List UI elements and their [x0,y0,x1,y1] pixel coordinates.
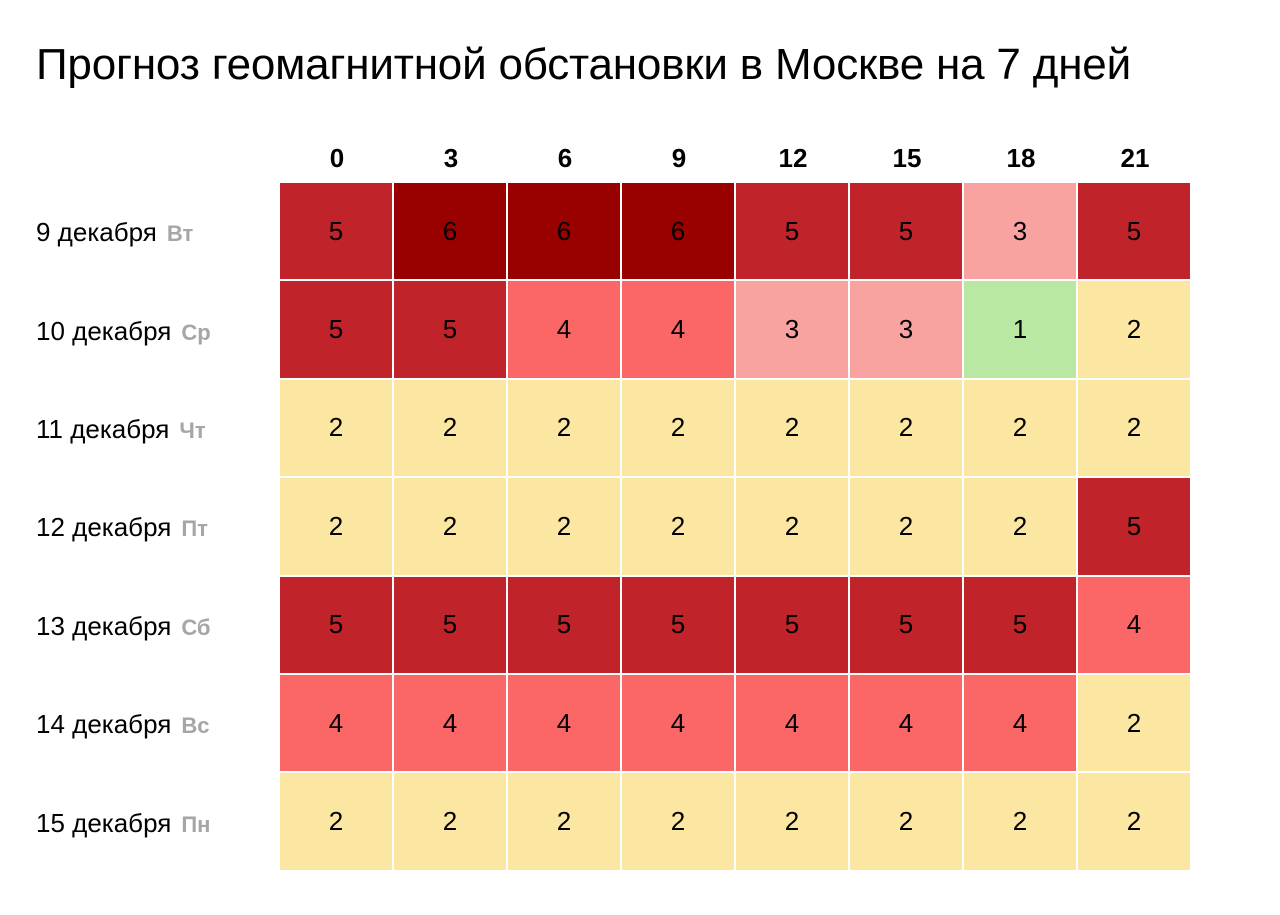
row-label: 11 декабря Чт [36,411,206,449]
heatmap-cell: 5 [736,183,850,282]
heatmap-cell: 5 [736,576,850,675]
heatmap-cell: 5 [394,576,508,675]
heatmap-cell: 2 [850,773,964,872]
heatmap-cell: 2 [850,379,964,479]
row-label: 10 декабря Ср [36,313,211,351]
heatmap-cell: 2 [394,379,508,479]
row-weekday: Чт [179,418,206,443]
heatmap-cell: 2 [280,478,394,577]
heatmap-cell: 5 [280,183,394,282]
heatmap-cell: 4 [508,281,622,380]
heatmap-cell: 2 [622,773,736,872]
heatmap-cell: 3 [964,183,1078,282]
heatmap-cell: 4 [964,675,1078,774]
column-header: 15 [892,143,922,173]
heatmap-cell: 2 [736,478,850,577]
column-header: 21 [1120,143,1150,173]
heatmap-cell: 4 [850,675,964,774]
heatmap-cell: 2 [394,773,508,872]
heatmap-cell: 5 [850,183,964,282]
row-label: 12 декабря Пт [36,509,208,547]
column-header: 12 [778,143,808,173]
row-label: 13 декабря Сб [36,608,211,646]
heatmap-cell: 5 [622,576,736,675]
heatmap-cell: 2 [508,773,622,872]
column-header: 6 [557,143,573,173]
heatmap-cell: 2 [508,379,622,479]
row-date: 12 декабря [36,512,172,543]
column-header: 3 [443,143,459,173]
row-weekday: Сб [181,614,211,640]
heatmap-cell: 2 [1078,379,1192,479]
heatmap-cell: 4 [622,281,736,380]
row-weekday: Вс [181,713,210,739]
heatmap-cell: 4 [508,675,622,774]
column-header: 0 [329,143,345,173]
heatmap-cell: 2 [964,773,1078,872]
heatmap-cell: 1 [964,281,1078,380]
chart-title: Прогноз геомагнитной обстановки в Москве… [36,40,1131,89]
heatmap-cell: 6 [394,183,508,282]
heatmap-cell: 6 [622,183,736,282]
heatmap-cell: 4 [736,675,850,774]
heatmap-cell: 5 [394,281,508,380]
heatmap-cell: 5 [850,576,964,675]
column-header: 9 [671,143,687,173]
heatmap-cell: 5 [280,281,394,380]
row-weekday: Пт [181,516,208,542]
heatmap-cell: 2 [394,478,508,577]
heatmap-cell: 6 [508,183,622,282]
heatmap-cell: 2 [1078,773,1192,872]
heatmap-cell: 2 [1078,675,1192,774]
heatmap-cell: 2 [1078,281,1192,380]
heatmap-cell: 2 [850,478,964,577]
heatmap-cell: 5 [1078,478,1192,577]
heatmap-cell: 4 [622,675,736,774]
heatmap-cell: 4 [280,675,394,774]
heatmap-cell: 5 [1078,183,1192,282]
heatmap-cell: 5 [280,576,394,675]
heatmap-cell: 2 [280,379,394,479]
row-date: 11 декабря [36,414,170,444]
heatmap-cell: 4 [394,675,508,774]
heatmap-cell: 3 [850,281,964,380]
heatmap-cell: 2 [736,379,850,479]
heatmap-cell: 2 [280,773,394,872]
row-date: 15 декабря [36,807,172,838]
row-label: 15 декабря Пн [36,805,210,843]
heatmap-cell: 2 [964,379,1078,479]
row-weekday: Вт [166,221,194,247]
heatmap-cell: 2 [736,773,850,872]
heatmap-cell: 2 [622,478,736,577]
row-label: 14 декабря Вс [36,706,209,744]
heatmap-cell: 2 [622,379,736,479]
row-weekday: Ср [181,319,211,345]
row-weekday: Пн [181,811,211,837]
heatmap-cell: 5 [508,576,622,675]
column-header: 18 [1006,143,1036,173]
heatmap-cell: 4 [1078,576,1192,675]
heatmap-cell: 2 [964,478,1078,577]
row-date: 9 декабря [36,217,157,248]
row-date: 14 декабря [36,709,172,740]
heatmap-cell: 3 [736,281,850,380]
row-date: 13 декабря [36,610,172,641]
heatmap-cell: 5 [964,576,1078,675]
row-date: 10 декабря [36,315,172,346]
heatmap-cell: 2 [508,478,622,577]
row-label: 9 декабря Вт [36,214,193,252]
